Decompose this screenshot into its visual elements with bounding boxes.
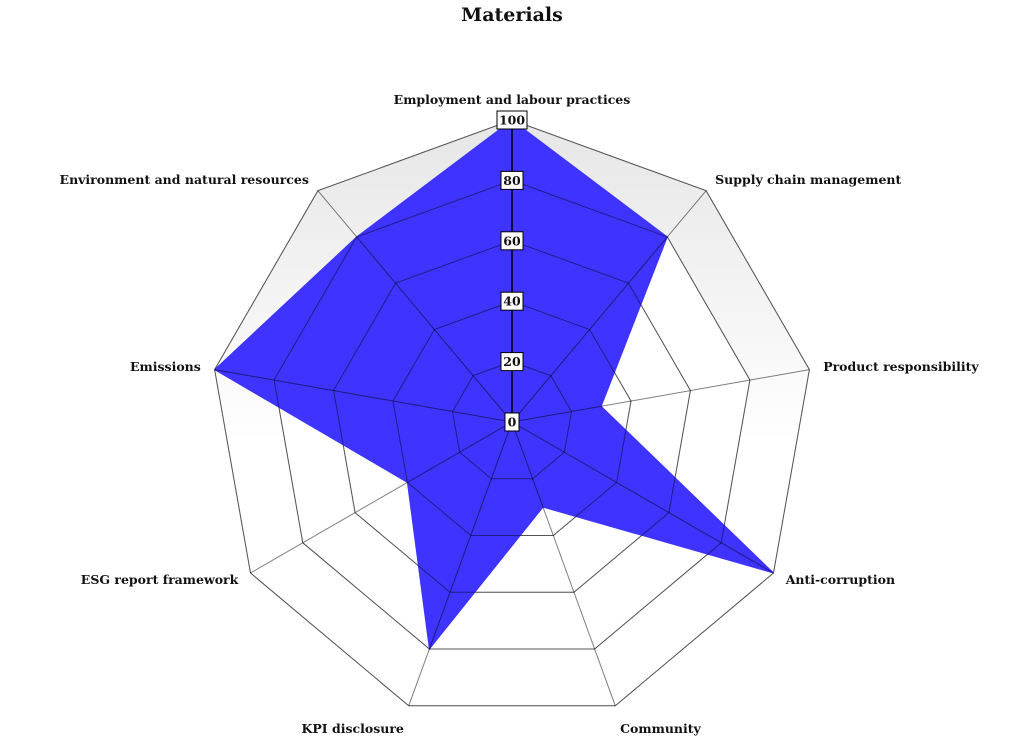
axis-labels: Employment and labour practices Supply ch… [60, 92, 980, 736]
axis-label: ESG report framework [81, 572, 239, 587]
axis-spoke [511, 190, 707, 423]
svg-text:60: 60 [503, 233, 521, 248]
svg-text:0: 0 [508, 415, 517, 430]
grid-ring-overlay [333, 240, 691, 593]
axis-label: Emissions [130, 359, 201, 374]
grid-ring-overlay [214, 119, 810, 707]
svg-text:100: 100 [499, 113, 525, 128]
grid-ring-100 [214, 119, 810, 707]
svg-text:80: 80 [503, 173, 521, 188]
axis-spoke [511, 369, 810, 423]
tick-label: 60 [500, 231, 524, 251]
tick-label: 100 [496, 110, 528, 130]
axis-spoke [317, 190, 513, 423]
tick-label: 80 [500, 170, 524, 190]
tick-label: 40 [500, 291, 524, 311]
svg-text:40: 40 [503, 294, 521, 309]
axis-spoke [250, 421, 513, 574]
tick-labels: 0 20 40 60 80 100 [496, 110, 528, 432]
axis-label: Community [620, 721, 701, 736]
axis-label: Environment and natural resources [60, 172, 309, 187]
axis-spoke [511, 421, 774, 574]
axis-label: Supply chain management [715, 172, 901, 187]
tick-label: 0 [504, 412, 520, 432]
chart-title: Materials [461, 4, 563, 26]
axis-label: Anti-corruption [785, 572, 895, 587]
grid-ring-overlay [273, 179, 751, 650]
series-polygon-0 [213, 119, 774, 651]
axis-label: Employment and labour practices [394, 92, 631, 107]
grid-ring-overlay [392, 300, 632, 536]
axis-label: KPI disclosure [302, 721, 404, 736]
tick-label: 20 [500, 352, 524, 372]
spokes [214, 119, 810, 707]
grid-ring-overlay [451, 361, 573, 480]
axis-spoke [214, 369, 513, 423]
axis-spoke [511, 421, 616, 706]
svg-text:20: 20 [503, 354, 521, 369]
axis-label: Product responsibility [823, 359, 979, 374]
axis-spoke [408, 421, 513, 706]
